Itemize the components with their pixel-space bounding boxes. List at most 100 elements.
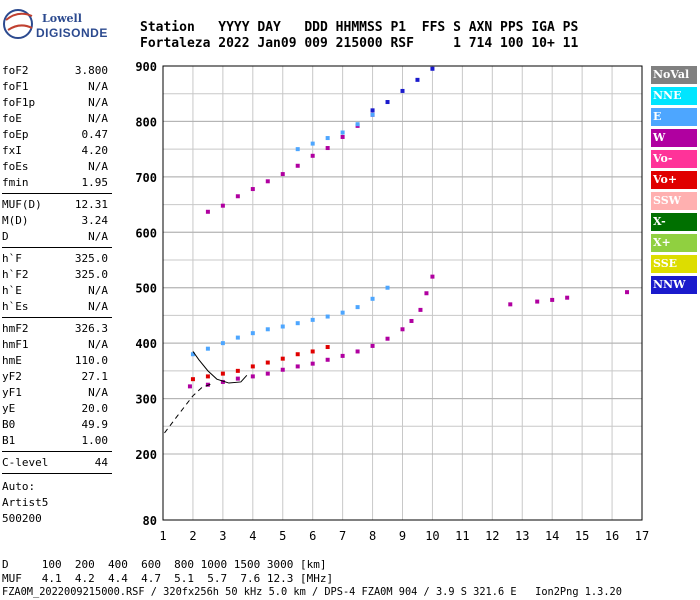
- data-point-2-12: [370, 296, 375, 301]
- data-point-1-5: [265, 360, 270, 365]
- param-label: fmin: [2, 176, 29, 189]
- data-point-0-6: [280, 367, 285, 372]
- data-point-5-2: [325, 136, 330, 141]
- param-row: yF2 27.1: [2, 370, 108, 384]
- param-label: foF2: [2, 64, 29, 77]
- param-value: 1.95: [81, 176, 109, 189]
- data-point-0-13: [385, 336, 390, 341]
- param-label: h`E: [2, 284, 22, 297]
- logo-globe-icon: [3, 9, 33, 39]
- param-value: N/A: [88, 160, 108, 173]
- y-tick-label: 300: [135, 393, 157, 407]
- param-value: N/A: [88, 338, 108, 351]
- data-point-0-0: [187, 384, 192, 389]
- param-label: h`Es: [2, 300, 29, 313]
- param-label: MUF(D): [2, 198, 42, 211]
- data-point-2-8: [310, 317, 315, 322]
- param-value: N/A: [88, 80, 108, 93]
- param-row: C-level 44: [2, 456, 108, 470]
- param-row: yF1 N/A: [2, 386, 108, 400]
- data-point-2-11: [355, 305, 360, 310]
- param-value: N/A: [88, 300, 108, 313]
- param-row: h`F 325.0: [2, 252, 108, 266]
- data-point-3-0: [205, 209, 210, 214]
- data-point-0-12: [370, 343, 375, 348]
- data-point-6-4: [625, 290, 630, 295]
- legend-item: SSW: [651, 192, 697, 210]
- param-row: foEp 0.47: [2, 128, 108, 142]
- param-value: N/A: [88, 96, 108, 109]
- param-label: h`F2: [2, 268, 29, 281]
- data-point-1-8: [310, 349, 315, 354]
- data-point-5-0: [295, 147, 300, 152]
- param-row: fxI 4.20: [2, 144, 108, 158]
- param-value: 1.00: [81, 434, 109, 447]
- param-label: foF1: [2, 80, 29, 93]
- data-point-3-1: [220, 203, 225, 208]
- data-point-6-2: [550, 297, 555, 302]
- data-point-3-4: [265, 179, 270, 184]
- param-value: 49.9: [81, 418, 109, 431]
- x-tick-label: 8: [369, 529, 376, 543]
- x-tick-label: 3: [219, 529, 226, 543]
- data-point-4-1: [385, 100, 390, 105]
- y-tick-label: 400: [135, 337, 157, 351]
- legend-item: W: [651, 129, 697, 147]
- data-point-0-5: [265, 371, 270, 376]
- profile-extension-curve: [164, 383, 212, 434]
- y-tick-label: 200: [135, 448, 157, 462]
- param-value: 325.0: [74, 252, 108, 265]
- x-tick-label: 10: [425, 529, 439, 543]
- param-row: B1 1.00: [2, 434, 108, 448]
- y-tick-label: 600: [135, 226, 157, 240]
- profile-curve: [192, 351, 248, 384]
- param-value: N/A: [88, 230, 108, 243]
- legend-item: X-: [651, 213, 697, 231]
- x-tick-label: 12: [485, 529, 499, 543]
- param-row: M(D) 3.24: [2, 214, 108, 228]
- x-tick-label: 14: [545, 529, 559, 543]
- data-point-3-5: [280, 172, 285, 177]
- param-value: 110.0: [74, 354, 108, 367]
- data-point-0-18: [430, 274, 435, 279]
- legend-item: NNW: [651, 276, 697, 294]
- data-point-2-13: [385, 285, 390, 290]
- x-tick-label: 1: [159, 529, 166, 543]
- param-row: fmin 1.95: [2, 176, 108, 190]
- param-row: D N/A: [2, 230, 108, 244]
- data-point-2-0: [190, 352, 195, 357]
- data-point-0-4: [250, 374, 255, 379]
- param-label: M(D): [2, 214, 29, 227]
- param-label: yE: [2, 402, 16, 415]
- data-point-0-14: [400, 327, 405, 332]
- data-point-1-2: [220, 371, 225, 376]
- param-label: h`F: [2, 252, 22, 265]
- param-label: D: [2, 230, 9, 243]
- data-point-2-1: [205, 346, 210, 351]
- footer-muf-row: MUF 4.1 4.2 4.4 4.7 5.1 5.7 7.6 12.3 [MH…: [2, 572, 334, 585]
- logo-lowell-text: Lowell: [42, 12, 82, 25]
- autoscale-info: Auto:: [2, 480, 36, 493]
- autoscale-info: 500200: [2, 512, 42, 525]
- data-point-2-4: [250, 331, 255, 336]
- data-point-0-9: [325, 357, 330, 362]
- param-value: 3.24: [81, 214, 109, 227]
- logo-digisonde-text: DIGISONDE: [36, 26, 108, 40]
- data-point-6-3: [565, 295, 570, 300]
- data-point-0-8: [310, 361, 315, 366]
- data-point-4-0: [370, 108, 375, 113]
- y-tick-label: 500: [135, 282, 157, 296]
- param-label: hmF1: [2, 338, 29, 351]
- param-label: fxI: [2, 144, 22, 157]
- data-point-2-7: [295, 321, 300, 326]
- param-row: MUF(D) 12.31: [2, 198, 108, 212]
- data-point-4-3: [415, 77, 420, 82]
- x-tick-label: 15: [575, 529, 589, 543]
- param-row: h`Es N/A: [2, 300, 108, 314]
- data-point-6-0: [508, 302, 513, 307]
- data-point-0-10: [340, 353, 345, 358]
- data-point-1-6: [280, 356, 285, 361]
- legend-item: X+: [651, 234, 697, 252]
- data-point-5-5: [370, 112, 375, 117]
- data-point-3-3: [250, 187, 255, 192]
